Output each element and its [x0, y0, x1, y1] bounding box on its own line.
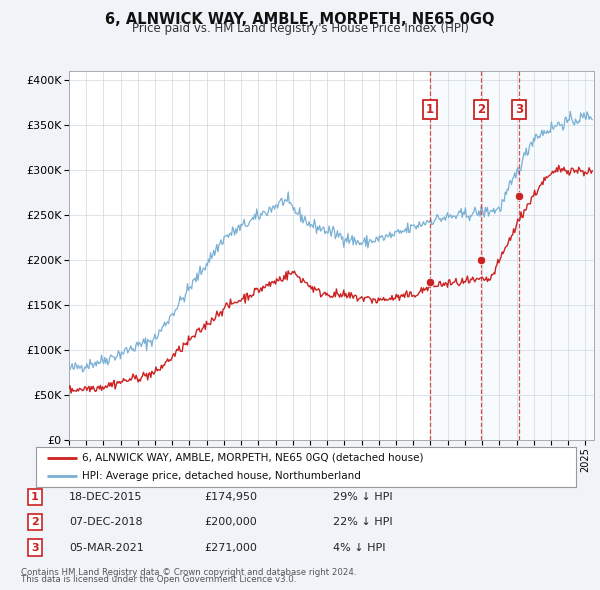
Text: Price paid vs. HM Land Registry's House Price Index (HPI): Price paid vs. HM Land Registry's House … — [131, 22, 469, 35]
Text: HPI: Average price, detached house, Northumberland: HPI: Average price, detached house, Nort… — [82, 471, 361, 481]
Text: 6, ALNWICK WAY, AMBLE, MORPETH, NE65 0GQ: 6, ALNWICK WAY, AMBLE, MORPETH, NE65 0GQ — [105, 12, 495, 27]
Text: £174,950: £174,950 — [204, 492, 257, 502]
Bar — [430, 71, 594, 440]
Text: 3: 3 — [31, 543, 38, 552]
Text: 3: 3 — [515, 103, 524, 116]
Text: £271,000: £271,000 — [204, 543, 257, 552]
Text: 05-MAR-2021: 05-MAR-2021 — [69, 543, 144, 552]
Text: Contains HM Land Registry data © Crown copyright and database right 2024.: Contains HM Land Registry data © Crown c… — [21, 568, 356, 577]
Text: 29% ↓ HPI: 29% ↓ HPI — [333, 492, 392, 502]
Text: 2: 2 — [31, 517, 38, 527]
Text: 4% ↓ HPI: 4% ↓ HPI — [333, 543, 386, 552]
Text: 07-DEC-2018: 07-DEC-2018 — [69, 517, 143, 527]
Text: 22% ↓ HPI: 22% ↓ HPI — [333, 517, 392, 527]
Text: This data is licensed under the Open Government Licence v3.0.: This data is licensed under the Open Gov… — [21, 575, 296, 584]
Text: 1: 1 — [31, 492, 38, 502]
Text: 6, ALNWICK WAY, AMBLE, MORPETH, NE65 0GQ (detached house): 6, ALNWICK WAY, AMBLE, MORPETH, NE65 0GQ… — [82, 453, 424, 463]
Text: £200,000: £200,000 — [204, 517, 257, 527]
Text: 2: 2 — [476, 103, 485, 116]
Text: 1: 1 — [426, 103, 434, 116]
Text: 18-DEC-2015: 18-DEC-2015 — [69, 492, 143, 502]
